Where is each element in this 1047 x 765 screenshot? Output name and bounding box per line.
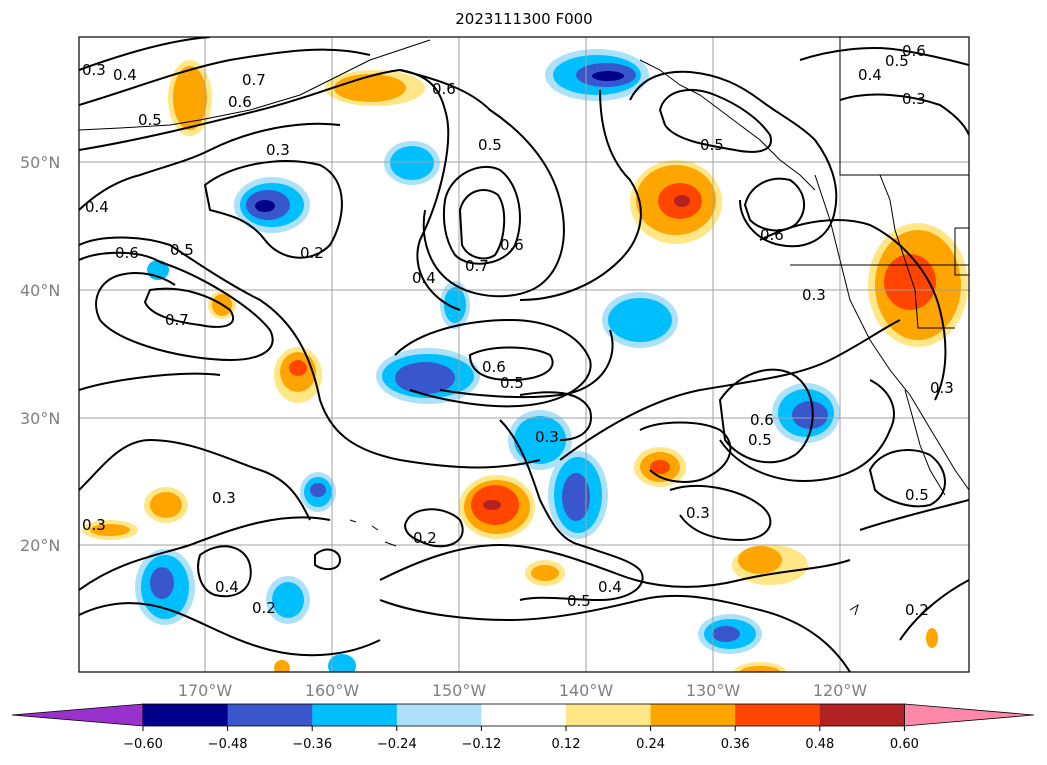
contour-label: 0.7 xyxy=(465,257,489,275)
contour-label: 0.5 xyxy=(567,592,591,610)
lon-label: 130°W xyxy=(686,681,741,700)
contour-label: 0.5 xyxy=(170,241,194,259)
colorbar-tick-label: 0.12 xyxy=(552,737,581,752)
contour-label: 0.5 xyxy=(478,136,502,154)
contour-label: 0.4 xyxy=(113,66,137,84)
colorbar-extend-low xyxy=(11,703,144,727)
map-area xyxy=(79,37,969,672)
contour-label: 0.3 xyxy=(535,428,559,446)
contour-label: 0.3 xyxy=(82,516,106,534)
contour-label: 0.5 xyxy=(905,486,929,504)
contour-label: 0.6 xyxy=(500,236,524,254)
contour-label: 0.2 xyxy=(905,601,929,619)
anomaly-shading xyxy=(82,49,968,672)
map-frame xyxy=(78,36,970,673)
colorbar-swatch xyxy=(566,704,652,726)
contour-label: 0.6 xyxy=(760,226,784,244)
colorbar-extend-high xyxy=(904,703,1035,727)
contour-label: 0.5 xyxy=(500,374,524,392)
lat-label: 50°N xyxy=(20,153,60,172)
colorbar-swatch xyxy=(143,704,229,726)
map-title: 2023111300 F000 xyxy=(455,10,593,28)
contour-label: 0.6 xyxy=(750,411,774,429)
longitude-labels: 170°W 160°W 150°W 140°W 130°W 120°W xyxy=(178,681,868,700)
lat-label: 30°N xyxy=(20,409,60,428)
colorbar-tick-label: 0.60 xyxy=(890,737,919,752)
contour-labels: 0.3 0.4 0.7 0.6 0.6 0.5 0.6 0.4 0.3 0.5 … xyxy=(82,42,954,619)
contour-label: 0.6 xyxy=(228,93,252,111)
lon-label: 160°W xyxy=(305,681,360,700)
contour-label: 0.5 xyxy=(700,136,724,154)
coastlines xyxy=(79,37,969,616)
contour-label: 0.6 xyxy=(482,358,506,376)
lon-label: 140°W xyxy=(559,681,614,700)
contour-label: 0.7 xyxy=(165,311,189,329)
contour-label: 0.4 xyxy=(598,578,622,596)
contour-label: 0.2 xyxy=(252,599,276,617)
colorbar-tick-label: 0.36 xyxy=(721,737,750,752)
contour-label: 0.3 xyxy=(266,141,290,159)
colorbar-tick-label: −0.12 xyxy=(461,737,501,752)
colorbar-tick-label: −0.48 xyxy=(208,737,248,752)
contour-label: 0.3 xyxy=(686,504,710,522)
contour-label: 0.2 xyxy=(300,244,324,262)
contour-label: 0.3 xyxy=(82,61,106,79)
lon-label: 150°W xyxy=(432,681,487,700)
colorbar-tick-label: −0.24 xyxy=(377,737,417,752)
colorbar-tick-label: 0.24 xyxy=(636,737,665,752)
contour-label: 0.2 xyxy=(413,529,437,547)
colorbar-swatch xyxy=(312,704,398,726)
colorbar-swatch xyxy=(735,704,821,726)
colorbar-swatch xyxy=(227,704,313,726)
colorbar-swatch xyxy=(819,704,905,726)
contour-label: 0.3 xyxy=(212,489,236,507)
contour-label: 0.3 xyxy=(902,90,926,108)
contour-label: 0.3 xyxy=(930,379,954,397)
lon-label: 170°W xyxy=(178,681,233,700)
contour-label: 0.5 xyxy=(885,52,909,70)
colorbar: −0.60 −0.48 −0.36 −0.24 −0.12 0.12 0.24 0.36 0.4… xyxy=(11,703,1035,752)
lat-label: 20°N xyxy=(20,536,60,555)
contour-label: 0.6 xyxy=(902,42,926,60)
contour-label: 0.5 xyxy=(748,431,772,449)
lon-label: 120°W xyxy=(813,681,868,700)
contour-label: 0.4 xyxy=(215,578,239,596)
colorbar-outline xyxy=(142,703,905,727)
latitude-labels: 50°N 40°N 30°N 20°N xyxy=(20,153,60,555)
contour-label: 0.4 xyxy=(85,198,109,216)
colorbar-tick-label: −0.36 xyxy=(292,737,332,752)
contour-label: 0.3 xyxy=(802,286,826,304)
contour-label: 0.7 xyxy=(242,71,266,89)
contour-label: 0.5 xyxy=(138,111,162,129)
colorbar-swatch xyxy=(481,704,567,726)
colorbar-tick-label: 0.48 xyxy=(805,737,834,752)
contour-lines xyxy=(79,37,969,672)
contour-label: 0.4 xyxy=(858,66,882,84)
colorbar-swatch xyxy=(650,704,736,726)
lat-label: 40°N xyxy=(20,281,60,300)
contour-label: 0.6 xyxy=(115,244,139,262)
contour-label: 0.6 xyxy=(432,80,456,98)
colorbar-swatch xyxy=(396,704,482,726)
contour-label: 0.4 xyxy=(412,269,436,287)
colorbar-tick-label: −0.60 xyxy=(123,737,163,752)
